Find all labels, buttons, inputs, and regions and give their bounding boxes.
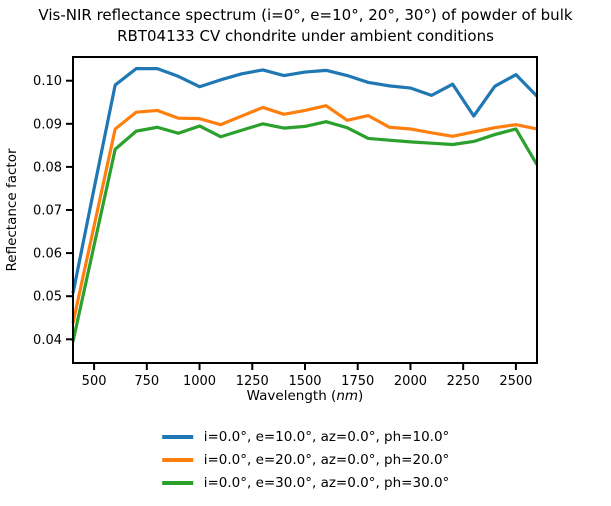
y-tick-label: 0.08 xyxy=(33,160,62,175)
legend-label-e10: i=0.0°, e=10.0°, az=0.0°, ph=10.0° xyxy=(203,428,450,445)
ticks-layer: 500 750 1000 1250 1500 1750 2000 2250 2500 0.04 0.… xyxy=(33,74,532,389)
x-tick-label: 750 xyxy=(134,374,159,389)
x-tick-label: 1750 xyxy=(341,374,374,389)
x-tick-label: 2000 xyxy=(394,374,427,389)
x-tick-label: 1000 xyxy=(183,374,216,389)
legend-item: i=0.0°, e=30.0°, az=0.0°, ph=30.0° xyxy=(161,473,450,492)
y-tick-label: 0.04 xyxy=(33,333,62,348)
chart-title: Vis-NIR reflectance spectrum (i=0°, e=10… xyxy=(0,5,611,47)
x-tick-label: 1500 xyxy=(288,374,321,389)
chart-title-line1: Vis-NIR reflectance spectrum (i=0°, e=10… xyxy=(38,6,573,24)
x-axis-label-prefix: Wavelength ( xyxy=(247,388,337,404)
x-tick-label: 500 xyxy=(82,374,107,389)
x-axis-label-suffix: ) xyxy=(358,388,363,404)
y-axis-label: Reflectance factor xyxy=(4,148,20,271)
x-axis-label: Wavelength (nm) xyxy=(247,388,364,404)
legend-line-swatch-e10 xyxy=(161,434,193,439)
legend-line-swatch-e30 xyxy=(161,480,193,485)
series-layer xyxy=(71,67,539,342)
legend-item: i=0.0°, e=10.0°, az=0.0°, ph=10.0° xyxy=(161,427,450,446)
x-tick-label: 2250 xyxy=(447,374,480,389)
series-line-1 xyxy=(71,104,538,324)
y-tick-label: 0.10 xyxy=(33,74,62,89)
legend-item: i=0.0°, e=20.0°, az=0.0°, ph=20.0° xyxy=(161,450,450,469)
legend-line-swatch-e20 xyxy=(161,457,193,462)
series-line-2 xyxy=(71,120,539,342)
y-tick-label: 0.09 xyxy=(33,117,62,132)
x-tick-label: 1250 xyxy=(236,374,269,389)
series-line-0 xyxy=(71,67,539,294)
y-tick-label: 0.05 xyxy=(33,290,62,305)
x-tick-label: 2500 xyxy=(499,374,532,389)
plot-frame xyxy=(72,56,538,364)
y-tick-label: 0.07 xyxy=(33,204,62,219)
y-tick-label: 0.06 xyxy=(33,247,62,262)
legend: i=0.0°, e=10.0°, az=0.0°, ph=10.0° i=0.0… xyxy=(161,427,450,492)
legend-label-e30: i=0.0°, e=30.0°, az=0.0°, ph=30.0° xyxy=(203,474,450,491)
chart-title-line2: RBT04133 CV chondrite under ambient cond… xyxy=(117,27,494,45)
x-axis-label-unit: nm xyxy=(336,388,358,404)
legend-label-e20: i=0.0°, e=20.0°, az=0.0°, ph=20.0° xyxy=(203,451,450,468)
